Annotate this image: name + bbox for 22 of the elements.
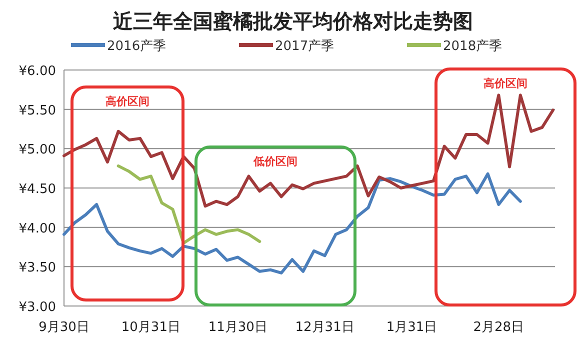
chart-title: 近三年全国蜜橘批发平均价格对比走势图 (112, 9, 473, 33)
y-tick-label: ¥4.00 (18, 221, 56, 236)
x-tick-label: 1月31日 (386, 320, 438, 335)
y-tick-label: ¥3.00 (18, 300, 56, 315)
x-tick-label: 2月28日 (473, 320, 524, 335)
x-tick-label: 11月30日 (208, 320, 268, 335)
x-tick-label: 9月30日 (38, 320, 90, 335)
x-tick-label: 10月31日 (121, 320, 180, 335)
y-tick-label: ¥3.50 (18, 260, 56, 276)
y-tick-label: ¥6.00 (18, 64, 56, 79)
x-tick-label: 12月31日 (295, 320, 354, 335)
y-tick-label: ¥4.50 (18, 182, 56, 197)
annotation: 高价区间 (106, 95, 150, 108)
annotation: 高价区间 (484, 77, 528, 90)
legend-label: 2017产季 (275, 39, 334, 54)
line-series (62, 94, 554, 208)
legend-label: 2018产季 (443, 39, 502, 54)
y-tick-label: ¥5.50 (18, 103, 56, 118)
line-series (62, 172, 522, 274)
y-tick-label: ¥5.00 (18, 142, 56, 158)
annotation: 低价区间 (252, 155, 298, 168)
legend-label: 2016产季 (107, 39, 166, 54)
